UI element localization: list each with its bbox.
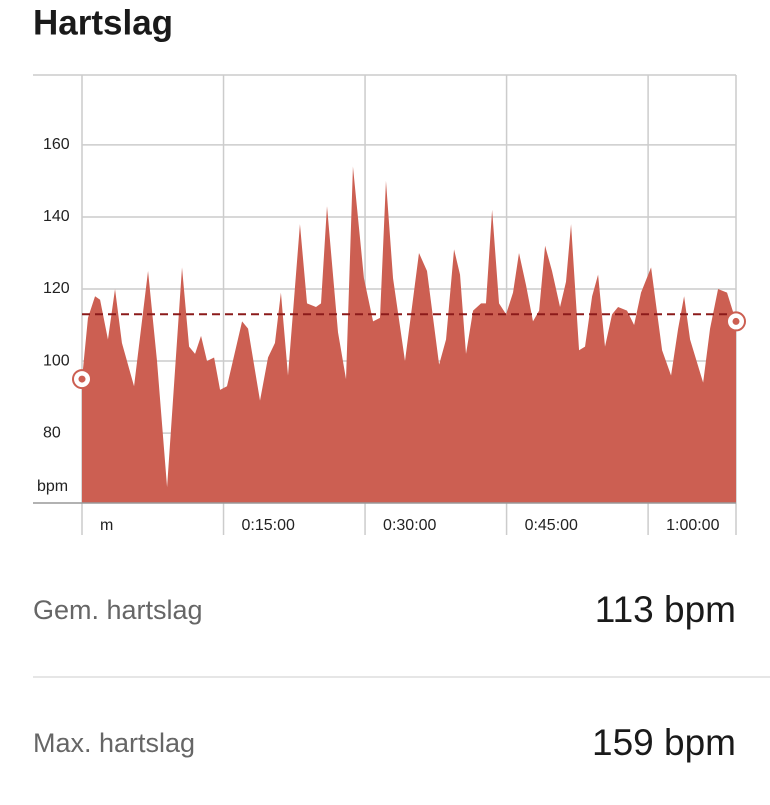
endpoint-dot xyxy=(732,317,740,325)
y-tick-label: 100 xyxy=(43,352,70,369)
x-tick-label: 0:30:00 xyxy=(383,517,436,534)
stat-label: Max. hartslag xyxy=(33,728,195,758)
x-tick-label: 1:00:00 xyxy=(666,517,719,534)
stat-value: 113 bpm xyxy=(595,589,736,630)
y-axis-label: bpm xyxy=(37,478,68,495)
endpoint-dot xyxy=(78,375,86,383)
x-tick-label: m xyxy=(100,517,113,534)
stat-value: 159 bpm xyxy=(592,722,736,763)
x-tick-label: 0:45:00 xyxy=(525,517,578,534)
y-tick-label: 80 xyxy=(43,424,61,441)
y-tick-label: 140 xyxy=(43,208,70,225)
page-title: Hartslag xyxy=(33,3,173,42)
y-tick-label: 120 xyxy=(43,280,70,297)
stat-label: Gem. hartslag xyxy=(33,595,203,625)
area xyxy=(82,166,736,503)
x-tick-label: 0:15:00 xyxy=(242,517,295,534)
y-tick-label: 160 xyxy=(43,136,70,153)
